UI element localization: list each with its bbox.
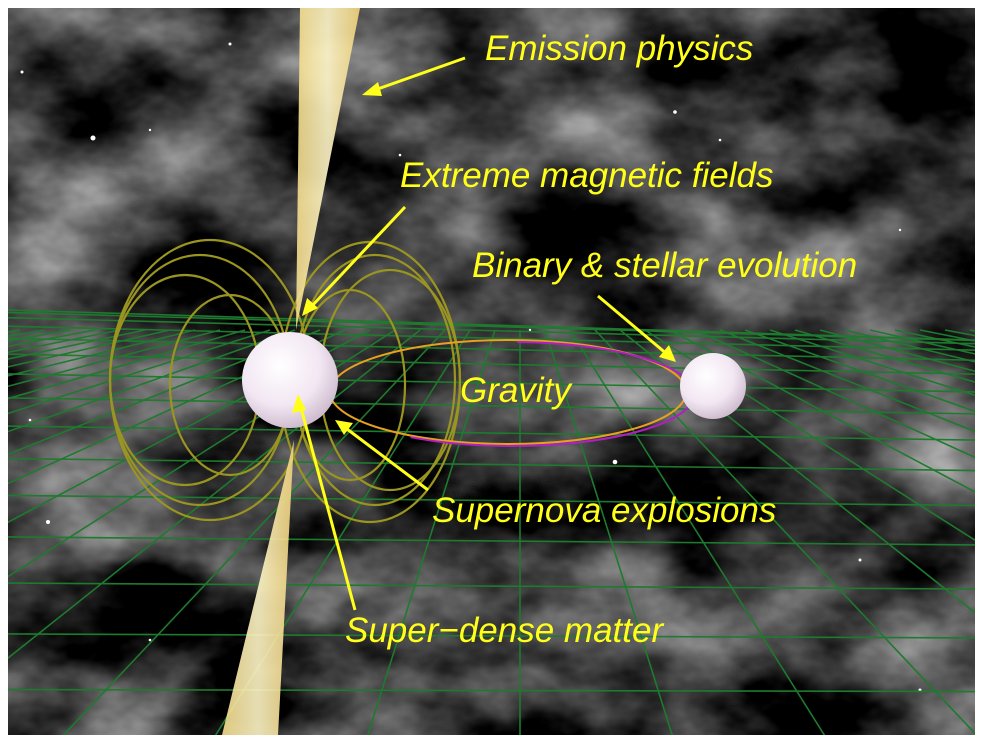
grid-line <box>8 353 975 375</box>
grid-line <box>8 329 321 456</box>
grid-line <box>8 329 346 485</box>
stars <box>20 42 922 692</box>
beam-upper <box>296 8 360 330</box>
label: Super−dense matter <box>345 611 664 650</box>
grid-line <box>669 329 975 493</box>
label: Extreme magnetic fields <box>400 156 773 195</box>
grid-line <box>8 688 975 693</box>
label: Binary & stellar evolution <box>472 246 857 285</box>
label: Gravity <box>460 371 573 410</box>
grid-line <box>8 329 296 433</box>
grid-line <box>744 329 975 413</box>
grid-line <box>8 633 975 639</box>
grid-line <box>544 329 673 735</box>
companion-star <box>680 353 746 419</box>
grid-line <box>8 582 975 590</box>
grid-line <box>719 329 975 433</box>
grid-line <box>8 457 975 472</box>
grid-line <box>694 329 975 459</box>
label: Supernova explosions <box>432 491 776 530</box>
scene: Emission physics Extreme magnetic fields… <box>8 8 975 735</box>
grid-line <box>8 329 271 415</box>
grid-line <box>644 329 975 542</box>
grid-line <box>8 329 371 524</box>
grid-line <box>62 329 446 735</box>
grid-line <box>594 329 975 735</box>
label: Emission physics <box>485 29 753 68</box>
grid-line <box>8 337 975 362</box>
grid-line <box>8 397 975 415</box>
grid-line <box>367 329 496 735</box>
arrows <box>292 56 676 611</box>
grid-line <box>8 316 975 345</box>
beam-lower <box>222 440 294 735</box>
grid-line <box>569 329 826 735</box>
grid-line <box>8 536 975 546</box>
pulsar <box>242 332 338 428</box>
